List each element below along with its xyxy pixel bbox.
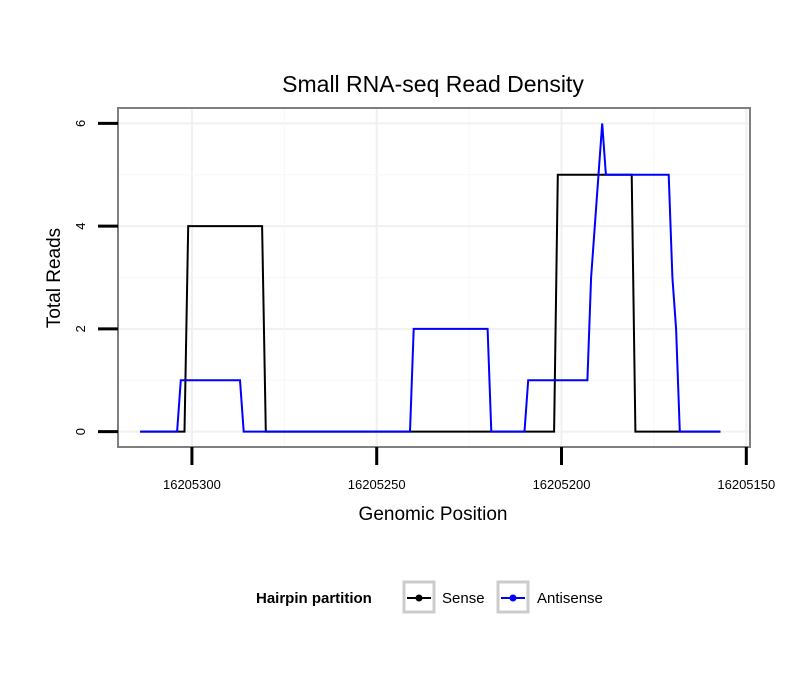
legend-label-sense: Sense [442, 590, 485, 607]
x-tick-label-0: 16205300 [163, 477, 221, 492]
y-tick-label-2: 4 [73, 223, 88, 230]
legend-title: Hairpin partition [256, 590, 372, 607]
legend-key-antisense-dot [509, 594, 517, 602]
plot-panel [117, 107, 751, 448]
legend-key-sense-dot [415, 594, 423, 602]
series-layer [140, 123, 721, 433]
legend: Hairpin partition Sense Antisense [256, 580, 603, 614]
y-tick-label-3: 6 [73, 120, 88, 127]
x-axis-title: Genomic Position [359, 504, 508, 525]
x-tick-label-1: 16205250 [348, 477, 406, 492]
y-axis: 0 2 4 6 [73, 120, 118, 435]
y-tick-label-1: 2 [73, 325, 88, 332]
y-tick-label-0: 0 [73, 428, 88, 435]
legend-label-antisense: Antisense [537, 590, 603, 607]
chart-title: Small RNA-seq Read Density [282, 71, 584, 97]
x-tick-label-3: 16205150 [717, 477, 775, 492]
x-axis: 16205300 16205250 16205200 16205150 [163, 447, 775, 492]
series-line-antisense [140, 123, 721, 433]
y-axis-title: Total Reads [44, 228, 65, 328]
x-tick-label-2: 16205200 [533, 477, 591, 492]
